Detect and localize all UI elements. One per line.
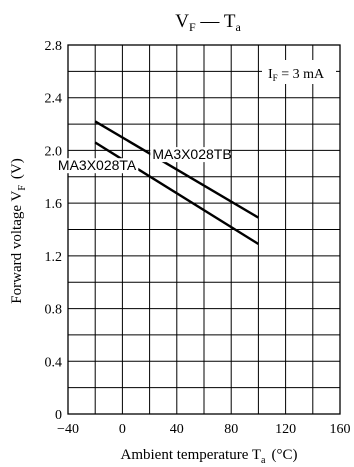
title-dash: — xyxy=(196,11,224,32)
x-axis-label-unit: (°C) xyxy=(271,447,297,463)
series-line-ma3x028tb xyxy=(94,120,260,219)
y-axis-label-unit: (V) xyxy=(9,158,25,179)
y-tick-label: 1.6 xyxy=(45,197,63,212)
y-tick-label: 0 xyxy=(55,408,62,423)
x-tick-label: 40 xyxy=(170,422,184,437)
x-tick-label: 0 xyxy=(119,422,126,437)
y-tick-label: 1.2 xyxy=(45,250,63,265)
x-axis-label-sub: a xyxy=(261,455,266,466)
condition-text: I xyxy=(268,67,273,82)
title-var-sub: a xyxy=(235,20,241,34)
x-tick-label: 120 xyxy=(275,422,296,437)
condition-box-bg xyxy=(262,60,336,84)
x-tick-label: 80 xyxy=(224,422,238,437)
grid-lines xyxy=(68,45,340,414)
series-label-bg xyxy=(60,158,139,174)
condition-label: IF = 3 mA xyxy=(268,67,325,83)
y-axis-label-text: Forward voltage V xyxy=(9,191,25,304)
plot-border xyxy=(67,44,341,415)
x-tick-label: 160 xyxy=(330,422,351,437)
y-axis-label-sub: F xyxy=(17,185,28,191)
x-axis-label: Ambient temperature Ta (°C) xyxy=(121,447,298,466)
y-tick-label: 0.4 xyxy=(45,355,63,370)
y-tick-label: 2.0 xyxy=(45,144,63,159)
data-series: MA3X028TB MA3X028TA xyxy=(58,120,260,246)
series-label: MA3X028TA xyxy=(58,157,137,173)
plot-frame xyxy=(67,44,341,415)
y-tick-label: 2.4 xyxy=(45,92,63,107)
title-var: T xyxy=(224,11,236,32)
y-tick-label: 2.8 xyxy=(45,39,63,54)
x-tick-label: −40 xyxy=(57,422,79,437)
condition-rest: = 3 mA xyxy=(278,67,325,82)
condition-sub: F xyxy=(273,73,278,83)
x-axis-label-text: Ambient temperature T xyxy=(121,447,262,463)
series-label-bg xyxy=(150,147,229,163)
title-main-sub: F xyxy=(189,20,196,34)
y-axis-label: Forward voltage VF (V) xyxy=(9,158,28,303)
series-label: MA3X028TB xyxy=(152,146,231,162)
y-tick-label: 0.8 xyxy=(45,303,63,318)
title-main: V xyxy=(175,11,189,32)
chart-title: VF — Ta xyxy=(175,11,241,34)
